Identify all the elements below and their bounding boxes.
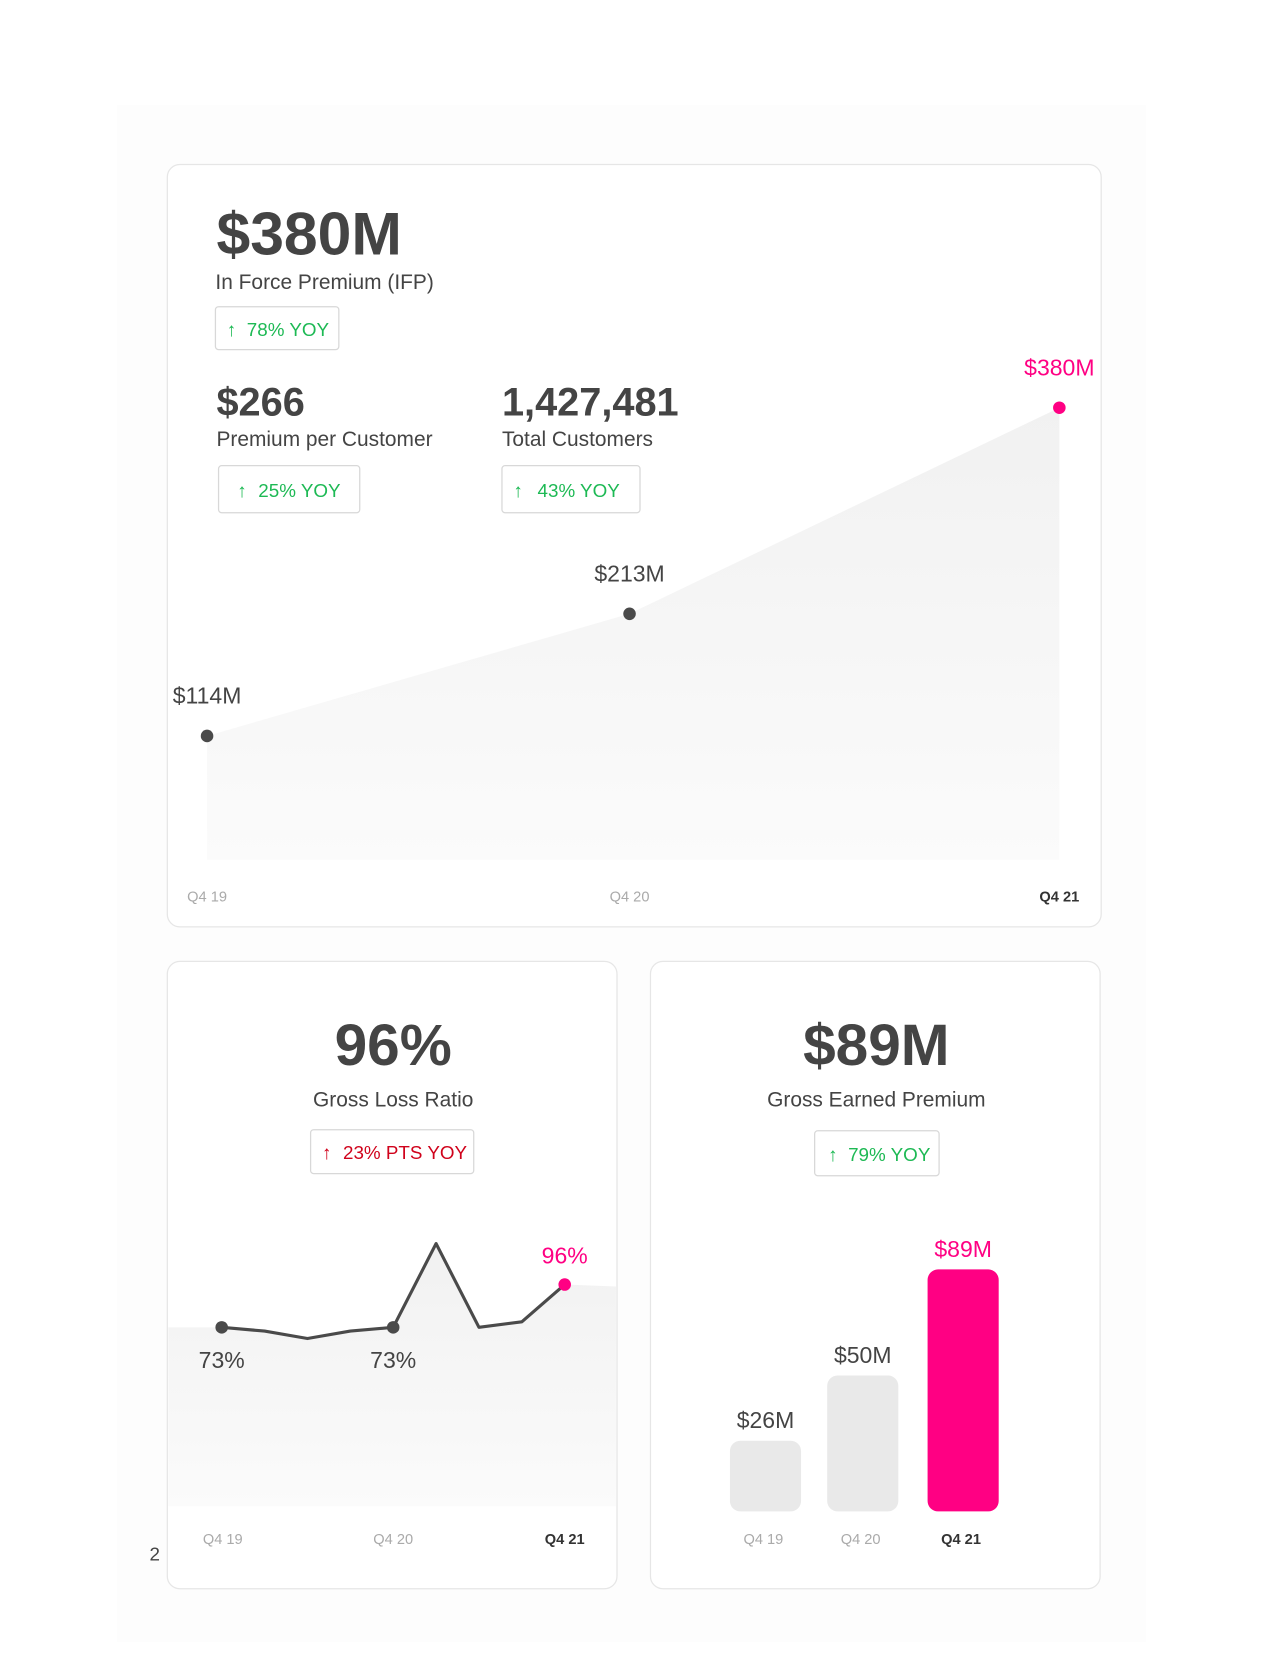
arrow-icon: ↑ [227,319,236,340]
headline: 96% [335,1013,452,1078]
arrow-icon: ↑ [237,480,246,501]
x-tick-label: Q4 19 [743,1532,783,1548]
data-point [386,1321,400,1334]
data-label: $89M [934,1236,992,1262]
yoy-pill [214,306,340,351]
x-tick-label: Q4 21 [1039,890,1079,906]
yoy-pill [217,465,361,514]
ifp-chart: $114M Q4 19 $213M Q4 20 $380M Q4 21 [173,354,1095,905]
metric-value: 1,427,481 [502,380,679,424]
metric-label: Total Customers [502,428,653,451]
headline: $380M [216,199,401,267]
data-label: 73% [199,1347,245,1373]
yoy: 23% PTS YOY [343,1142,468,1163]
bar [927,1269,999,1512]
bar [729,1440,802,1512]
x-tick-label: Q4 20 [373,1532,413,1548]
x-tick-label: Q4 20 [841,1532,881,1548]
data-label: $50M [834,1342,892,1368]
x-tick-label: Q4 19 [203,1532,243,1548]
yoy: 79% YOY [848,1144,931,1165]
arrow-icon: ↑ [828,1144,837,1165]
data-point [558,1278,571,1291]
data-label: $26M [737,1407,795,1433]
yoy-pill [501,465,641,514]
earned-premium-chart: $26M Q4 19 $50M Q4 20 $89M Q4 21 [729,1236,999,1548]
x-tick-label: Q4 19 [187,890,227,906]
data-label: 73% [370,1347,416,1373]
metric-label: Premium per Customer [216,428,432,451]
x-tick-label: Q4 20 [610,890,650,906]
page-number: 2 [150,1544,160,1565]
data-label: 96% [542,1243,588,1269]
subtitle: Gross Earned Premium [767,1089,985,1112]
data-point [215,1321,228,1334]
data-point [200,729,214,743]
subtitle: In Force Premium (IFP) [215,271,433,294]
data-point [1053,401,1066,414]
area-fill [207,407,1060,860]
yoy-pill [814,1130,940,1177]
yoy: 25% YOY [258,480,341,501]
loss-ratio-chart: 73% Q4 19 73% Q4 20 96% Q4 21 [168,1242,616,1548]
yoy-pill [309,1129,475,1175]
metric-value: $266 [216,380,304,424]
data-label: $114M [173,683,242,709]
subtitle: Gross Loss Ratio [313,1089,473,1112]
x-tick-label: Q4 21 [941,1532,981,1548]
yoy: 78% YOY [247,319,330,340]
arrow-icon: ↑ [322,1142,331,1163]
x-tick-label: Q4 21 [545,1532,585,1548]
data-point [623,607,636,621]
area-fill [168,1243,616,1507]
data-label: $213M [594,560,664,586]
yoy: 43% YOY [538,480,621,501]
arrow-icon: ↑ [513,480,522,501]
data-label: $380M [1024,354,1094,380]
headline: $89M [803,1013,949,1078]
bar [827,1375,899,1512]
